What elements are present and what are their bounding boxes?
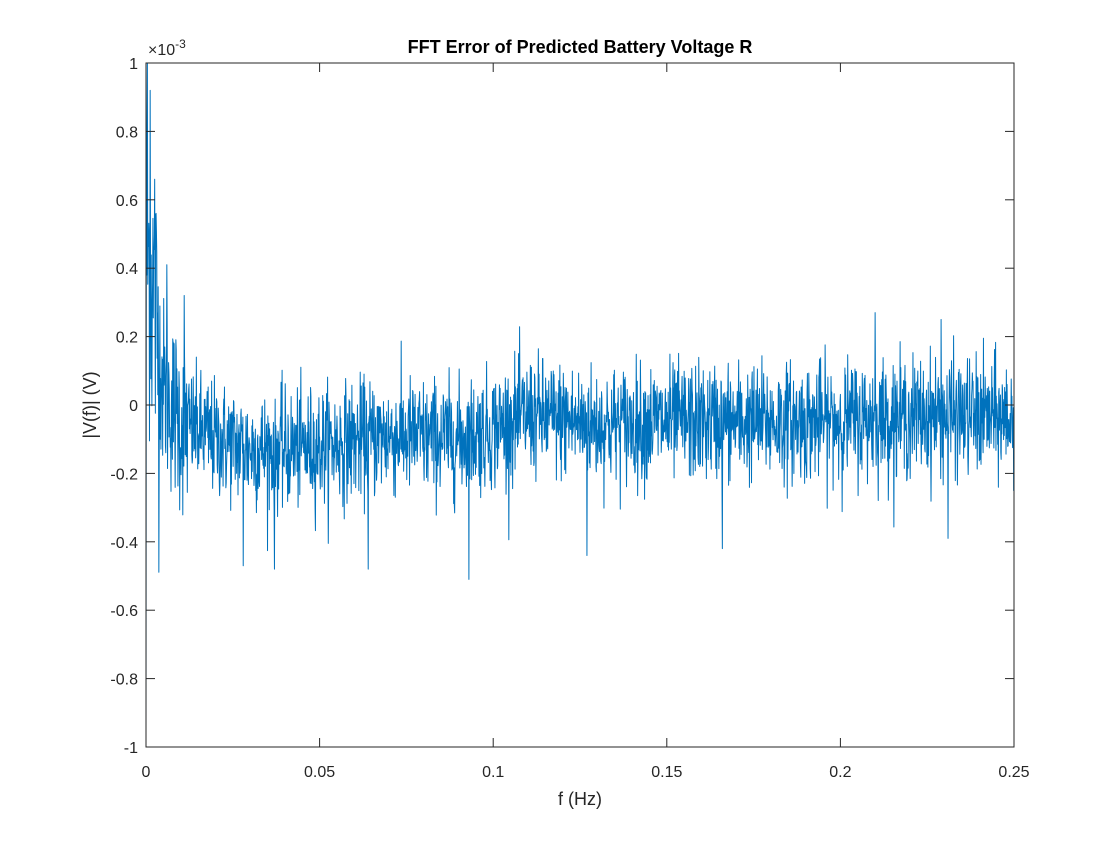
y-axis-title: |V(f)| (V) [80, 371, 100, 438]
y-exponent-base: ×10 [148, 42, 175, 59]
y-tick-label: 0 [129, 398, 138, 415]
y-tick-label: -0.6 [110, 603, 138, 620]
y-tick-label: -0.8 [110, 672, 138, 689]
chart-title: FFT Error of Predicted Battery Voltage R [408, 37, 753, 57]
y-tick-label: -0.4 [110, 535, 138, 552]
x-tick-label: 0.05 [304, 764, 335, 781]
tick-layer: 0 0.05 0.1 0.15 0.2 0.25 -1 -0.8 -0.6 -0.4 -0.2 0 0.… [110, 56, 1029, 781]
y-exponent-power: -3 [175, 37, 186, 51]
y-tick-label: -0.2 [110, 466, 138, 483]
y-tick-label: 0.8 [116, 124, 138, 141]
x-axis-title: f (Hz) [558, 789, 602, 809]
y-tick-label: 0.4 [116, 261, 138, 278]
axes-box [145, 62, 1015, 748]
y-tick-label: 0.2 [116, 330, 138, 347]
y-tick-label: 0.6 [116, 193, 138, 210]
x-tick-label: 0.25 [998, 764, 1029, 781]
y-tick-label: -1 [124, 740, 138, 757]
series-line [145, 62, 1015, 748]
x-tick-label: 0 [142, 764, 151, 781]
x-tick-label: 0.15 [651, 764, 682, 781]
y-tick-label: 1 [129, 56, 138, 73]
series-layer [145, 62, 1015, 748]
x-tick-label: 0.2 [829, 764, 851, 781]
x-tick-label: 0.1 [482, 764, 504, 781]
y-exponent-label: ×10-3 [148, 37, 186, 59]
